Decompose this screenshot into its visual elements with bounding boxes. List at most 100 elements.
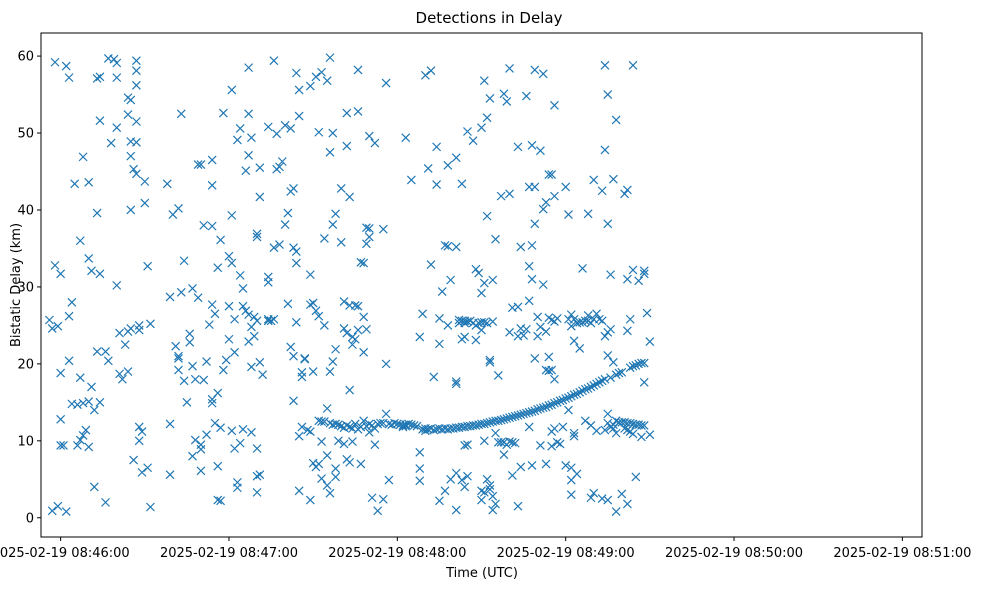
data-point xyxy=(524,422,534,432)
data-point xyxy=(73,400,82,410)
data-point xyxy=(213,388,223,398)
data-point xyxy=(305,270,315,280)
data-point xyxy=(622,185,632,195)
data-point xyxy=(592,309,601,319)
data-point xyxy=(507,471,517,480)
data-point xyxy=(471,264,481,274)
data-point xyxy=(451,242,461,252)
data-point xyxy=(224,301,234,311)
data-point xyxy=(348,437,357,447)
data-point xyxy=(171,341,181,351)
data-point xyxy=(524,261,534,271)
data-point xyxy=(348,340,357,350)
data-point xyxy=(319,234,329,243)
data-point xyxy=(482,418,492,428)
data-point xyxy=(488,317,498,326)
data-point xyxy=(188,361,197,371)
data-point xyxy=(247,362,256,372)
data-point xyxy=(345,457,355,467)
data-point xyxy=(527,240,537,250)
data-point xyxy=(608,420,618,430)
data-point xyxy=(463,317,472,326)
data-point xyxy=(227,426,237,436)
data-point xyxy=(642,308,652,318)
data-point xyxy=(238,301,248,311)
data-point xyxy=(252,229,262,239)
data-point xyxy=(255,163,265,173)
data-point xyxy=(106,138,116,148)
data-point xyxy=(216,423,225,433)
data-point xyxy=(207,300,217,310)
data-point xyxy=(333,436,343,446)
data-point xyxy=(339,324,349,333)
data-point xyxy=(550,374,559,384)
data-point xyxy=(558,422,568,432)
data-point xyxy=(289,243,298,253)
data-point xyxy=(185,329,195,339)
data-point xyxy=(359,416,369,426)
data-point xyxy=(145,319,155,329)
y-tick-label: 30 xyxy=(17,280,34,295)
data-point xyxy=(583,209,593,219)
data-point xyxy=(359,347,369,357)
data-point xyxy=(521,91,531,101)
data-point xyxy=(586,382,596,392)
data-point xyxy=(451,377,461,386)
data-point xyxy=(353,301,363,311)
data-point xyxy=(502,414,512,423)
data-point xyxy=(255,357,265,367)
data-point xyxy=(566,321,576,331)
data-point xyxy=(213,495,223,505)
data-point xyxy=(109,54,119,64)
data-point xyxy=(499,450,509,460)
data-point xyxy=(244,150,254,160)
data-point xyxy=(252,487,262,497)
data-point xyxy=(145,502,155,512)
data-point xyxy=(78,398,88,408)
data-point xyxy=(179,376,189,386)
data-point xyxy=(479,419,489,429)
data-point xyxy=(134,325,144,335)
data-point xyxy=(339,297,349,306)
data-point xyxy=(479,487,489,497)
data-point xyxy=(614,368,624,378)
data-point xyxy=(174,351,183,361)
data-point xyxy=(275,162,284,172)
data-point xyxy=(252,471,262,481)
data-point xyxy=(283,299,293,309)
data-point xyxy=(589,488,599,498)
data-point xyxy=(224,251,234,261)
data-point xyxy=(513,410,523,420)
data-point xyxy=(339,439,349,449)
data-point xyxy=(129,164,139,174)
data-point xyxy=(199,220,209,230)
data-point xyxy=(566,391,576,401)
data-point xyxy=(227,85,237,95)
data-point xyxy=(342,328,352,338)
data-point xyxy=(196,444,206,454)
data-point xyxy=(350,334,360,344)
data-point xyxy=(112,58,122,68)
data-point xyxy=(513,501,523,511)
data-point xyxy=(269,243,279,253)
data-point xyxy=(639,269,649,279)
data-point xyxy=(566,310,576,320)
data-point xyxy=(47,324,57,333)
data-point xyxy=(336,237,346,247)
data-point xyxy=(193,160,203,170)
data-point xyxy=(78,431,88,440)
data-point xyxy=(280,220,290,230)
data-point xyxy=(294,486,304,496)
data-point xyxy=(213,263,223,273)
data-point xyxy=(207,221,217,231)
data-point xyxy=(547,400,557,410)
data-point xyxy=(440,486,450,496)
data-point xyxy=(364,427,374,437)
data-point xyxy=(611,370,621,380)
data-point xyxy=(297,367,307,377)
data-point xyxy=(325,367,335,376)
data-point xyxy=(73,441,82,450)
data-point xyxy=(499,414,509,424)
data-point xyxy=(291,317,301,327)
data-point xyxy=(283,208,293,218)
